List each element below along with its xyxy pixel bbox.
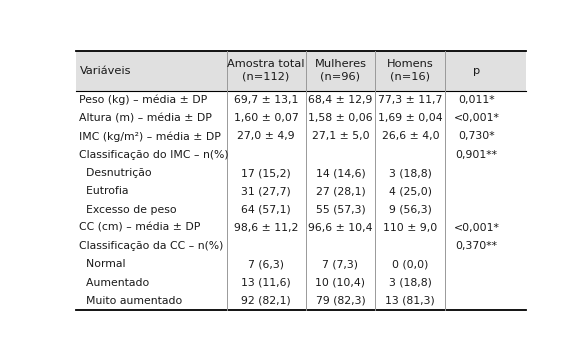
Text: 17 (15,2): 17 (15,2): [241, 168, 291, 178]
Text: <0,001*: <0,001*: [454, 113, 499, 123]
Text: 77,3 ± 11,7: 77,3 ± 11,7: [378, 95, 442, 105]
Text: CC (cm) – média ± DP: CC (cm) – média ± DP: [79, 223, 200, 233]
Text: p: p: [473, 66, 480, 76]
Text: 3 (18,8): 3 (18,8): [389, 168, 432, 178]
Text: Peso (kg) – média ± DP: Peso (kg) – média ± DP: [79, 95, 207, 105]
Text: 10 (10,4): 10 (10,4): [315, 278, 366, 288]
Text: IMC (kg/m²) – média ± DP: IMC (kg/m²) – média ± DP: [79, 131, 221, 142]
Text: 92 (82,1): 92 (82,1): [241, 296, 291, 306]
Text: 110 ± 9,0: 110 ± 9,0: [383, 223, 438, 233]
Text: 0 (0,0): 0 (0,0): [392, 259, 428, 269]
Text: 27,0 ± 4,9: 27,0 ± 4,9: [237, 131, 295, 142]
Text: 14 (14,6): 14 (14,6): [316, 168, 365, 178]
Text: 0,370**: 0,370**: [455, 241, 498, 251]
Text: Classificação do IMC – n(%): Classificação do IMC – n(%): [79, 150, 229, 160]
Text: 31 (27,7): 31 (27,7): [241, 186, 291, 196]
Text: 69,7 ± 13,1: 69,7 ± 13,1: [234, 95, 298, 105]
Text: <0,001*: <0,001*: [454, 223, 499, 233]
Text: 13 (11,6): 13 (11,6): [241, 278, 291, 288]
Text: Normal: Normal: [79, 259, 125, 269]
Text: Amostra total
(n=112): Amostra total (n=112): [227, 59, 305, 82]
Text: 0,011*: 0,011*: [458, 95, 495, 105]
Text: 1,60 ± 0,07: 1,60 ± 0,07: [234, 113, 298, 123]
Text: 0,730*: 0,730*: [458, 131, 495, 142]
Text: 4 (25,0): 4 (25,0): [389, 186, 432, 196]
Text: Classificação da CC – n(%): Classificação da CC – n(%): [79, 241, 223, 251]
Text: Mulheres
(n=96): Mulheres (n=96): [315, 59, 366, 82]
Text: 7 (6,3): 7 (6,3): [248, 259, 284, 269]
Text: 9 (56,3): 9 (56,3): [389, 204, 432, 215]
Text: 79 (82,3): 79 (82,3): [316, 296, 365, 306]
Text: 64 (57,1): 64 (57,1): [241, 204, 291, 215]
Text: 1,58 ± 0,06: 1,58 ± 0,06: [308, 113, 373, 123]
Text: 98,6 ± 11,2: 98,6 ± 11,2: [234, 223, 298, 233]
Text: Variáveis: Variáveis: [80, 66, 132, 76]
Text: Aumentado: Aumentado: [79, 278, 149, 288]
Text: Desnutrição: Desnutrição: [79, 168, 152, 178]
Text: Excesso de peso: Excesso de peso: [79, 204, 177, 215]
Text: 27,1 ± 5,0: 27,1 ± 5,0: [312, 131, 369, 142]
Text: 13 (81,3): 13 (81,3): [386, 296, 435, 306]
FancyBboxPatch shape: [76, 50, 526, 91]
Text: Eutrofia: Eutrofia: [79, 186, 129, 196]
Text: 1,69 ± 0,04: 1,69 ± 0,04: [378, 113, 442, 123]
Text: 96,6 ± 10,4: 96,6 ± 10,4: [308, 223, 373, 233]
Text: Altura (m) – média ± DP: Altura (m) – média ± DP: [79, 113, 212, 123]
Text: 26,6 ± 4,0: 26,6 ± 4,0: [381, 131, 439, 142]
Text: 55 (57,3): 55 (57,3): [316, 204, 365, 215]
Text: 0,901**: 0,901**: [455, 150, 498, 160]
Text: 68,4 ± 12,9: 68,4 ± 12,9: [308, 95, 373, 105]
Text: 27 (28,1): 27 (28,1): [316, 186, 365, 196]
Text: Muito aumentado: Muito aumentado: [79, 296, 182, 306]
Text: 3 (18,8): 3 (18,8): [389, 278, 432, 288]
Text: Homens
(n=16): Homens (n=16): [387, 59, 434, 82]
Text: 7 (7,3): 7 (7,3): [322, 259, 359, 269]
